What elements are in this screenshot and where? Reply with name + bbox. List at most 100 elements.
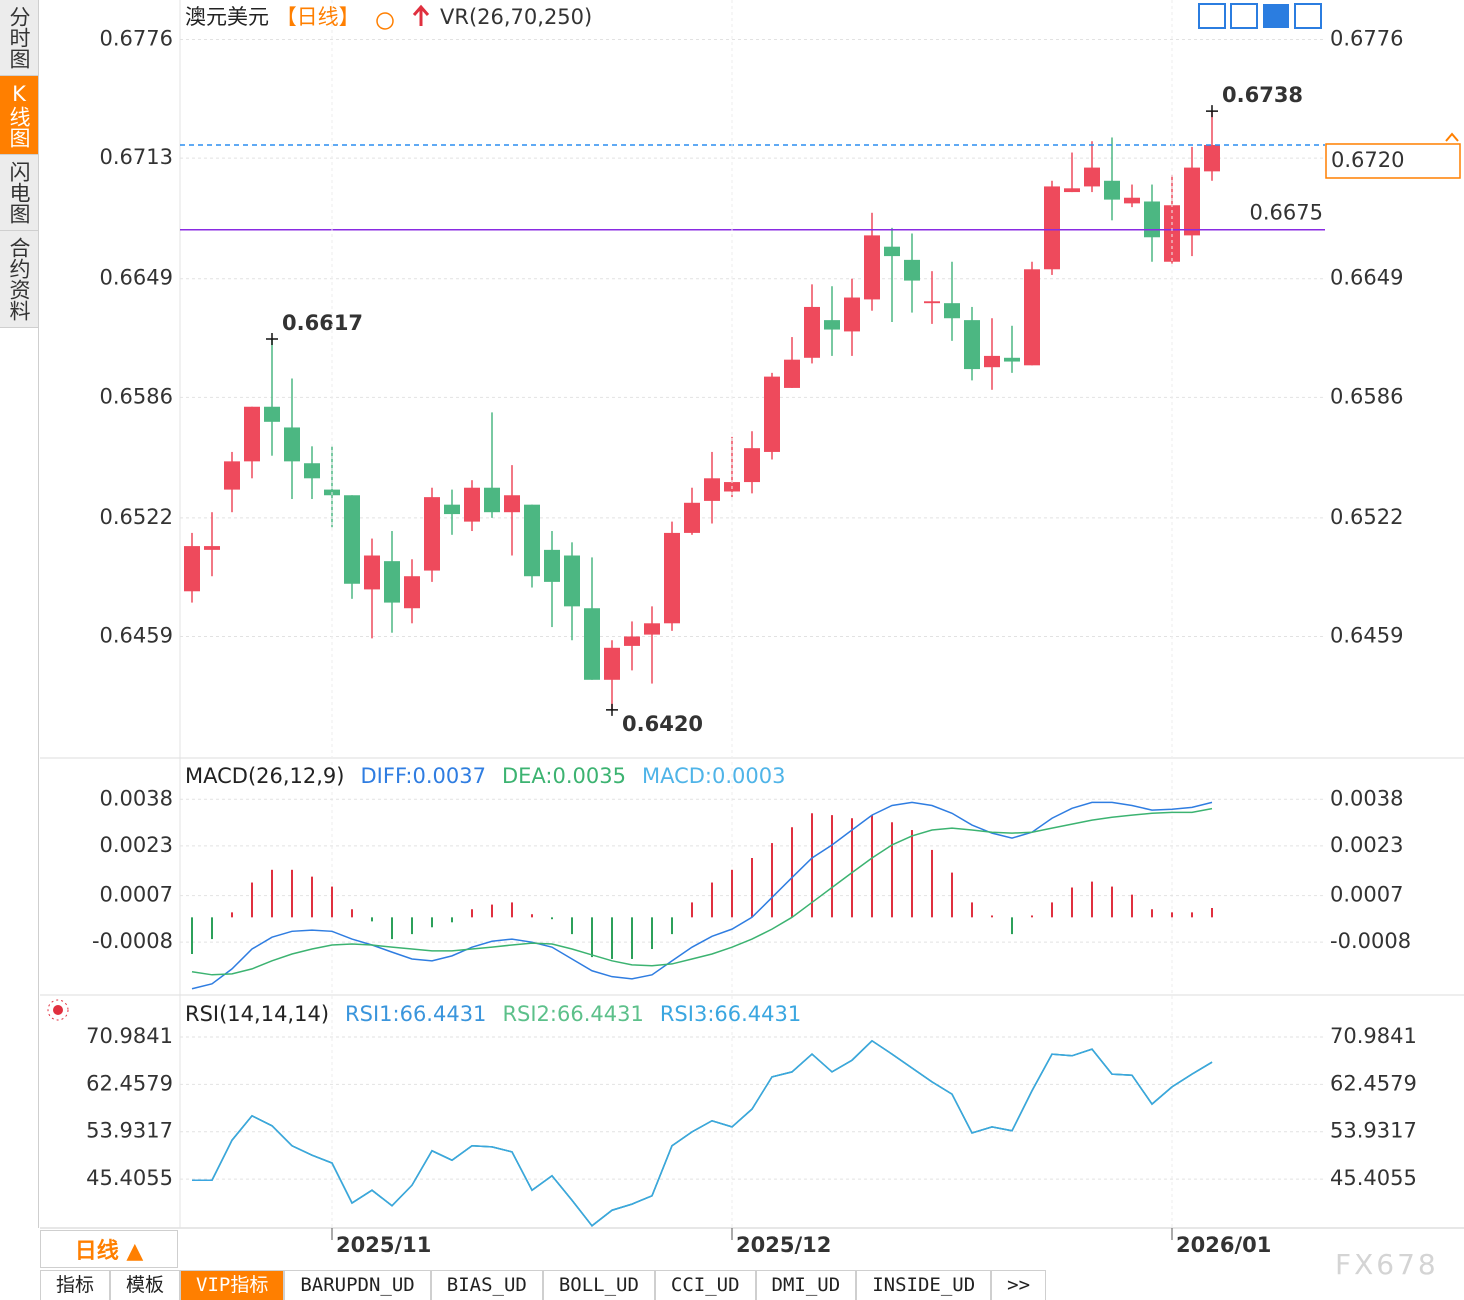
candle-body	[344, 495, 360, 584]
y-tick-label-right: 45.4055	[1330, 1166, 1417, 1190]
candle-body	[1204, 144, 1220, 172]
candle-body	[924, 301, 940, 304]
candle-body	[1004, 357, 1020, 362]
candle-body	[664, 532, 680, 624]
period-button[interactable]: 日线 ▲	[40, 1230, 178, 1268]
indicator: VR(26,70,250)	[440, 5, 592, 29]
candle-body	[784, 359, 800, 388]
legend-item: RSI1:66.4431	[345, 1002, 486, 1026]
candle-body	[624, 636, 640, 646]
indicator-tab[interactable]: BARUPDN_UD	[284, 1270, 431, 1300]
y-tick-label-right: 0.6586	[1330, 384, 1403, 408]
y-tick-label-right: 0.0007	[1330, 883, 1403, 907]
legend-item: RSI3:66.4431	[660, 1002, 801, 1026]
macd-line	[191, 801, 1213, 990]
sidebar-tab[interactable]: 合约资料	[0, 231, 38, 328]
candle-body	[244, 406, 260, 462]
indicator-tab[interactable]: 指标	[40, 1270, 111, 1300]
candle-body	[404, 576, 420, 609]
legend-item: MACD:0.0003	[642, 764, 786, 788]
y-tick-label: 0.6586	[100, 384, 173, 408]
toolbar-icons[interactable]	[1198, 3, 1322, 29]
indicator-tab[interactable]: DMI_UD	[755, 1270, 857, 1300]
price-box	[1325, 143, 1461, 179]
indicator-tab[interactable]: BOLL_UD	[542, 1270, 655, 1300]
legend-item: DIFF:0.0037	[361, 764, 486, 788]
sidebar-tab[interactable]: 闪电图	[0, 155, 38, 231]
y-tick-label-right: 62.4579	[1330, 1071, 1417, 1095]
y-tick-label: 53.9317	[86, 1119, 173, 1143]
candle-body	[644, 623, 660, 635]
candle-body	[204, 546, 220, 550]
candle-body	[804, 306, 820, 358]
y-tick-label: -0.0008	[92, 929, 173, 953]
rsi-line	[192, 1039, 1213, 1227]
candle-body	[764, 376, 780, 452]
icon-bars[interactable]	[1230, 3, 1258, 29]
y-tick-label-right: -0.0008	[1330, 929, 1411, 953]
candle-body	[584, 608, 600, 680]
candle-body	[844, 297, 860, 332]
candle-body	[1164, 205, 1180, 262]
indicator-title: RSI(14,14,14)	[185, 1002, 329, 1026]
candle-body	[1044, 186, 1060, 270]
x-tick-label: 2025/11	[336, 1233, 431, 1257]
period: 【日线】	[276, 5, 360, 29]
indicator-tab[interactable]: INSIDE_UD	[856, 1270, 992, 1300]
y-tick-label-right: 0.6459	[1330, 623, 1403, 647]
candle-body	[684, 502, 700, 533]
candle-body	[484, 487, 500, 513]
candle-body	[564, 555, 580, 607]
candle-body	[1144, 201, 1160, 238]
candle-body	[364, 555, 380, 590]
icon-chart[interactable]	[1263, 4, 1289, 28]
candle-body	[1084, 167, 1100, 187]
indicator-tab[interactable]: BIAS_UD	[430, 1270, 543, 1300]
y-tick-label-right: 70.9841	[1330, 1024, 1417, 1048]
candle-body	[504, 495, 520, 513]
candle-body	[1024, 269, 1040, 366]
period-icon[interactable]	[376, 12, 394, 30]
y-tick-label-right: 0.6776	[1330, 27, 1403, 51]
indicator-title: MACD(26,12,9)	[185, 764, 345, 788]
y-tick-label: 45.4055	[86, 1166, 173, 1190]
sidebar-tab[interactable]: K线图	[0, 76, 38, 155]
candle-body	[284, 427, 300, 462]
indicator-tab[interactable]: CCI_UD	[654, 1270, 756, 1300]
candle-body	[944, 303, 960, 319]
y-tick-label: 0.6713	[100, 145, 173, 169]
y-tick-label: 0.6459	[100, 623, 173, 647]
candle-body	[1124, 197, 1140, 204]
y-tick-label: 0.6776	[100, 27, 173, 51]
y-tick-label: 0.6522	[100, 505, 173, 529]
candle-body	[824, 320, 840, 330]
y-tick-label: 70.9841	[86, 1024, 173, 1048]
y-tick-label: 0.6649	[100, 266, 173, 290]
candle-body	[964, 320, 980, 370]
candle-body	[264, 406, 280, 422]
candle-body	[544, 549, 560, 582]
rsi-icon[interactable]	[47, 999, 69, 1021]
candle-body	[524, 504, 540, 577]
candle-body	[184, 546, 200, 592]
candle-body	[1104, 180, 1120, 200]
indicator-tab[interactable]: >>	[991, 1270, 1047, 1300]
extreme-label: 0.6738	[1222, 83, 1303, 107]
sidebar-tab[interactable]: 分时图	[0, 0, 38, 76]
indicator-tab[interactable]: VIP指标	[180, 1270, 285, 1300]
extreme-label: 0.6617	[282, 311, 363, 335]
candle-body	[384, 561, 400, 603]
rsi-line	[192, 1039, 1213, 1227]
candle-body	[464, 487, 480, 522]
candle-body	[424, 497, 440, 571]
indicator-tab[interactable]: 模板	[110, 1270, 181, 1300]
indicator-tabs: 指标 模板 VIP指标 BARUPDN_UD BIAS_UD BOLL_UD CCI_UD D…	[40, 1270, 1047, 1300]
icon-forward[interactable]	[1294, 3, 1322, 29]
icon-zoom[interactable]	[1198, 3, 1226, 29]
legend-item: RSI2:66.4431	[502, 1002, 643, 1026]
rsi-icon-ring	[47, 999, 69, 1021]
